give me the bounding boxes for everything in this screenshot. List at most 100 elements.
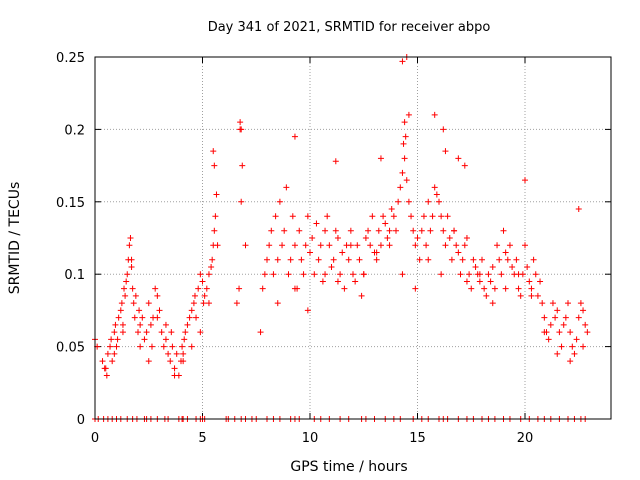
data-point bbox=[528, 285, 535, 292]
data-point bbox=[203, 285, 210, 292]
data-point bbox=[274, 256, 281, 263]
data-point bbox=[261, 271, 268, 278]
data-point bbox=[156, 307, 163, 314]
data-point bbox=[102, 365, 109, 372]
data-point bbox=[577, 300, 584, 307]
data-point bbox=[582, 321, 589, 328]
data-point bbox=[522, 177, 528, 184]
data-point bbox=[103, 372, 110, 379]
data-point bbox=[171, 372, 178, 379]
data-point bbox=[162, 321, 169, 328]
data-point bbox=[152, 285, 159, 292]
data-point bbox=[179, 343, 186, 350]
data-point bbox=[455, 249, 462, 256]
data-point bbox=[137, 321, 144, 328]
data-point bbox=[317, 242, 324, 249]
data-point bbox=[569, 343, 576, 350]
data-point bbox=[539, 300, 546, 307]
data-point bbox=[567, 329, 574, 336]
data-point bbox=[173, 350, 180, 357]
data-point bbox=[526, 278, 533, 285]
data-point bbox=[266, 242, 273, 249]
data-point bbox=[558, 343, 565, 350]
data-point bbox=[466, 271, 473, 278]
data-point bbox=[388, 206, 395, 213]
data-point bbox=[311, 271, 318, 278]
data-point bbox=[565, 300, 571, 307]
data-point bbox=[188, 307, 195, 314]
data-point bbox=[118, 300, 125, 307]
data-point bbox=[425, 256, 432, 263]
data-point bbox=[423, 242, 430, 249]
data-point bbox=[169, 343, 176, 350]
data-point bbox=[461, 162, 468, 169]
data-point bbox=[347, 227, 354, 234]
data-point bbox=[113, 343, 120, 350]
data-point bbox=[296, 227, 303, 234]
data-point bbox=[99, 358, 106, 365]
data-point bbox=[416, 256, 423, 263]
data-point bbox=[208, 263, 215, 270]
data-point bbox=[373, 256, 380, 263]
data-point bbox=[117, 307, 124, 314]
data-point bbox=[141, 336, 148, 343]
data-point bbox=[584, 329, 591, 336]
data-point bbox=[580, 307, 587, 314]
data-point bbox=[115, 314, 122, 321]
data-point bbox=[322, 271, 329, 278]
data-point bbox=[300, 271, 307, 278]
data-point bbox=[124, 271, 131, 278]
data-point bbox=[337, 271, 344, 278]
data-point bbox=[369, 213, 376, 220]
data-point bbox=[162, 336, 169, 343]
data-point bbox=[197, 271, 204, 278]
data-point bbox=[289, 213, 296, 220]
data-point bbox=[356, 256, 363, 263]
data-point bbox=[373, 249, 380, 256]
data-point bbox=[237, 119, 244, 126]
data-point bbox=[180, 350, 187, 357]
data-point bbox=[528, 292, 535, 299]
data-point bbox=[201, 292, 208, 299]
data-point bbox=[463, 278, 470, 285]
data-point bbox=[365, 227, 372, 234]
data-point bbox=[554, 307, 561, 314]
data-point bbox=[154, 292, 161, 299]
data-point bbox=[541, 314, 548, 321]
data-point bbox=[257, 329, 264, 336]
data-point bbox=[123, 278, 130, 285]
data-point bbox=[195, 285, 202, 292]
data-point bbox=[205, 300, 212, 307]
data-point bbox=[468, 285, 475, 292]
data-point bbox=[339, 249, 346, 256]
data-point bbox=[453, 242, 460, 249]
data-point bbox=[442, 148, 449, 155]
data-point bbox=[384, 235, 391, 241]
data-point bbox=[283, 184, 290, 191]
data-point bbox=[205, 271, 212, 278]
data-point bbox=[181, 336, 188, 343]
data-point bbox=[304, 307, 311, 314]
data-point bbox=[309, 235, 316, 241]
data-point bbox=[239, 162, 246, 169]
data-point bbox=[350, 271, 356, 278]
y-tick-label: 0.1 bbox=[64, 268, 85, 283]
data-point bbox=[433, 191, 440, 198]
data-point bbox=[332, 227, 339, 234]
data-point bbox=[386, 242, 393, 249]
plot-area-frame bbox=[94, 56, 612, 420]
data-point bbox=[210, 148, 217, 155]
data-point bbox=[186, 314, 193, 321]
data-point bbox=[136, 307, 143, 314]
data-point bbox=[291, 242, 298, 249]
data-point bbox=[534, 292, 541, 299]
data-point bbox=[399, 169, 406, 176]
data-point bbox=[188, 343, 195, 350]
y-tick-label: 0.25 bbox=[56, 51, 85, 66]
data-point bbox=[347, 242, 354, 249]
data-point bbox=[128, 263, 135, 270]
data-point bbox=[114, 336, 121, 343]
data-point bbox=[429, 213, 436, 220]
axis-ticks: 0 0.05 0.1 0.15 0.2 0.25 0 5 10 15 20 bbox=[56, 51, 611, 446]
